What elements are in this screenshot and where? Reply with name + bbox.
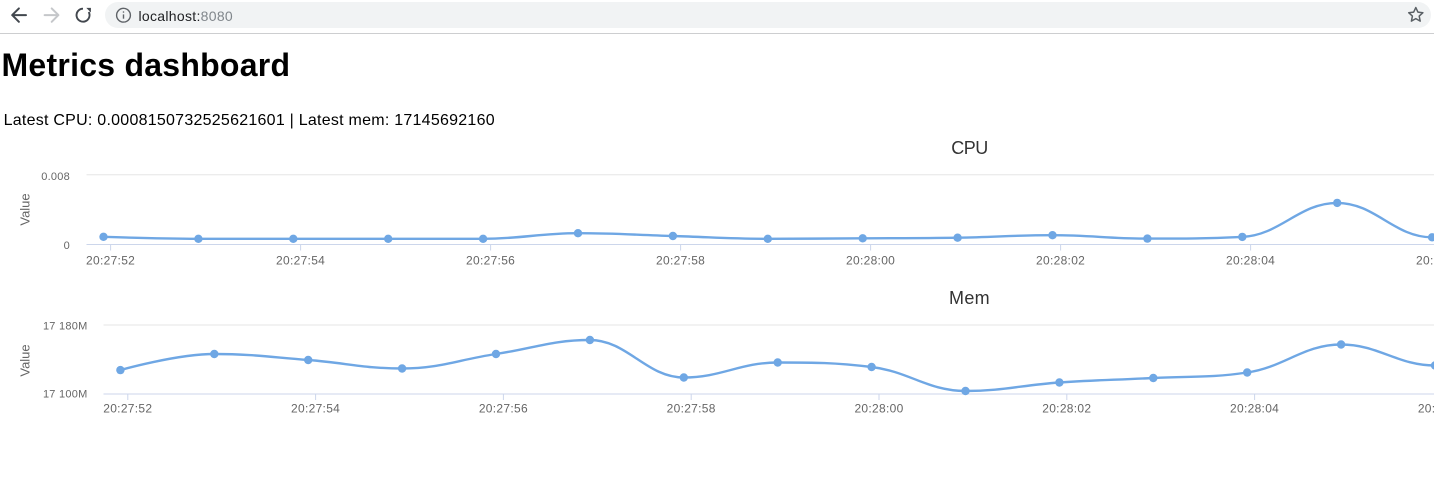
svg-text:Mem: Mem bbox=[949, 288, 990, 308]
svg-text:17 100M: 17 100M bbox=[43, 388, 88, 400]
svg-text:20:27:56: 20:27:56 bbox=[479, 402, 528, 416]
svg-text:20:27:52: 20:27:52 bbox=[103, 402, 152, 416]
svg-text:20:27:52: 20:27:52 bbox=[86, 254, 135, 268]
svg-text:20:28:06: 20:28:06 bbox=[1418, 402, 1434, 416]
svg-text:20:27:54: 20:27:54 bbox=[276, 254, 325, 268]
svg-text:20:28:02: 20:28:02 bbox=[1042, 402, 1091, 416]
svg-text:CPU: CPU bbox=[951, 138, 988, 158]
svg-text:20:27:54: 20:27:54 bbox=[291, 402, 340, 416]
svg-text:0.008: 0.008 bbox=[41, 171, 70, 183]
svg-text:20:28:00: 20:28:00 bbox=[854, 402, 903, 416]
svg-text:20:28:04: 20:28:04 bbox=[1230, 402, 1279, 416]
svg-text:20:27:56: 20:27:56 bbox=[466, 254, 515, 268]
svg-text:0: 0 bbox=[64, 240, 70, 252]
svg-text:20:28:02: 20:28:02 bbox=[1036, 254, 1085, 268]
svg-text:20:28:00: 20:28:00 bbox=[846, 254, 895, 268]
svg-text:17 180M: 17 180M bbox=[43, 321, 88, 333]
svg-text:Value: Value bbox=[18, 344, 33, 376]
svg-text:20:28:06: 20:28:06 bbox=[1416, 254, 1434, 268]
svg-text:20:27:58: 20:27:58 bbox=[656, 254, 705, 268]
svg-text:20:28:04: 20:28:04 bbox=[1226, 254, 1275, 268]
svg-text:20:27:58: 20:27:58 bbox=[667, 402, 716, 416]
svg-text:Value: Value bbox=[18, 193, 33, 225]
